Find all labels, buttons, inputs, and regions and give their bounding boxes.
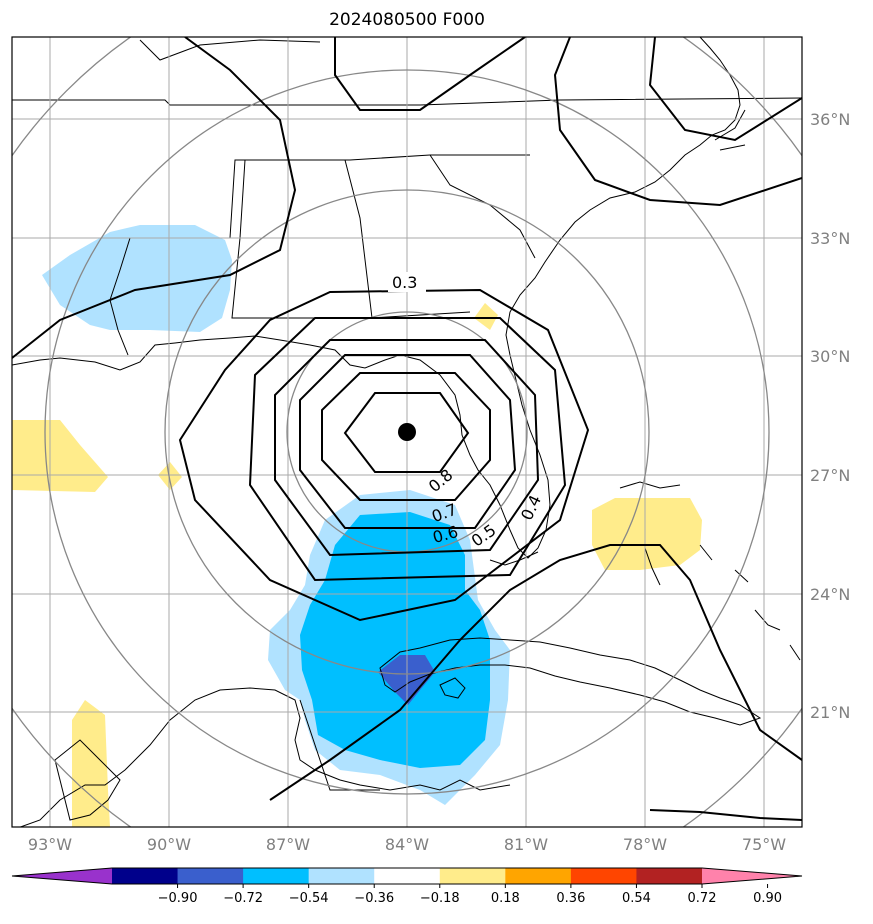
colorbar-segment bbox=[308, 868, 375, 884]
lat-label-36n: 36°N bbox=[810, 110, 850, 129]
state-border-4 bbox=[344, 159, 373, 319]
longitude-labels: 93°W 90°W 87°W 84°W 81°W 78°W 75°W bbox=[28, 835, 786, 854]
range-ring-3 bbox=[44, 69, 770, 795]
fill-neg-light-mississippi bbox=[42, 225, 232, 332]
lon-label-75w: 75°W bbox=[742, 835, 786, 854]
contour-outer-north bbox=[334, 37, 526, 111]
colorbar-tick-label: −0.36 bbox=[354, 891, 394, 906]
fill-pos-georgia bbox=[474, 303, 498, 330]
contour-outer-southeast-2 bbox=[649, 809, 802, 821]
colorbar-tick-label: 0.72 bbox=[688, 891, 717, 906]
lon-label-93w: 93°W bbox=[28, 835, 72, 854]
colorbar-tick-label: 0.54 bbox=[622, 891, 651, 906]
state-border-2 bbox=[12, 97, 802, 106]
colorbar-segment bbox=[243, 868, 310, 884]
lon-label-78w: 78°W bbox=[623, 835, 667, 854]
range-ring-2 bbox=[164, 189, 650, 675]
colorbar-segment bbox=[112, 868, 179, 884]
state-border-6 bbox=[139, 39, 321, 61]
colorbar-segment bbox=[177, 868, 244, 884]
colorbar-segment bbox=[636, 868, 703, 884]
colorbar-extend-min bbox=[12, 868, 112, 884]
colorbar-tick-label: 0.18 bbox=[491, 891, 520, 906]
contour-layer bbox=[12, 37, 802, 821]
colorbar-segment bbox=[570, 868, 637, 884]
colorbar-segment bbox=[439, 868, 506, 884]
lat-label-30n: 30°N bbox=[810, 347, 850, 366]
lat-label-27n: 27°N bbox=[810, 466, 850, 485]
contour-outer-northeast bbox=[553, 37, 802, 207]
lon-label-87w: 87°W bbox=[266, 835, 310, 854]
contour-0-3 bbox=[178, 288, 590, 622]
colorbar-tick-label: −0.18 bbox=[420, 891, 460, 906]
contour-outer-ne-loop bbox=[648, 37, 802, 142]
us-gulf-coastline bbox=[12, 37, 741, 559]
colorbar-segment bbox=[505, 868, 572, 884]
colorbar-outline bbox=[11, 867, 803, 885]
lon-label-81w: 81°W bbox=[504, 835, 548, 854]
contour-0-6 bbox=[299, 354, 517, 529]
fill-pos-yucatan bbox=[72, 700, 110, 827]
contour-0-5 bbox=[274, 339, 540, 557]
colorbar-segment bbox=[374, 868, 441, 884]
map-frame bbox=[11, 36, 803, 828]
florida-keys bbox=[489, 551, 539, 566]
colorbar: −0.90 −0.72 −0.54 −0.36 −0.18 0.18 0.36 0.54 0.7… bbox=[11, 867, 803, 906]
isla-juventud bbox=[439, 677, 466, 699]
lat-label-33n: 33°N bbox=[810, 229, 850, 248]
contour-outer-west bbox=[12, 37, 297, 359]
contour-outer-southeast bbox=[269, 544, 802, 801]
outer-banks bbox=[714, 109, 746, 151]
fill-pos-gulf-west bbox=[12, 420, 108, 492]
latitude-labels: 36°N 33°N 30°N 27°N 24°N 21°N bbox=[810, 110, 850, 722]
mexico-interior-border bbox=[299, 699, 380, 791]
map-title: 2024080500 F000 bbox=[329, 10, 485, 30]
anomaly-fill-layer bbox=[12, 225, 702, 827]
fill-pos-small-gulf bbox=[158, 462, 182, 490]
contour-0-7 bbox=[321, 372, 491, 501]
lon-label-84w: 84°W bbox=[385, 835, 429, 854]
contour-0-4 bbox=[248, 317, 567, 582]
colorbar-tick-label: −0.72 bbox=[223, 891, 263, 906]
fill-pos-bahamas bbox=[592, 498, 702, 570]
colorbar-tick-label: −0.90 bbox=[158, 891, 198, 906]
lat-label-21n: 21°N bbox=[810, 703, 850, 722]
colorbar-tick-label: 0.90 bbox=[753, 891, 782, 906]
colorbar-extend-max bbox=[702, 868, 802, 884]
mexico-coastline bbox=[18, 687, 511, 827]
contour-label-0-3: 0.3 bbox=[392, 273, 417, 292]
lon-label-90w: 90°W bbox=[147, 835, 191, 854]
bahamas-islands bbox=[619, 481, 801, 661]
contour-0-8 bbox=[343, 392, 470, 473]
storm-center-dot bbox=[398, 423, 416, 441]
yucatan-outline bbox=[54, 739, 121, 821]
colorbar-tick-label: 0.36 bbox=[556, 891, 585, 906]
lat-label-24n: 24°N bbox=[810, 585, 850, 604]
colorbar-tick-label: −0.54 bbox=[289, 891, 329, 906]
